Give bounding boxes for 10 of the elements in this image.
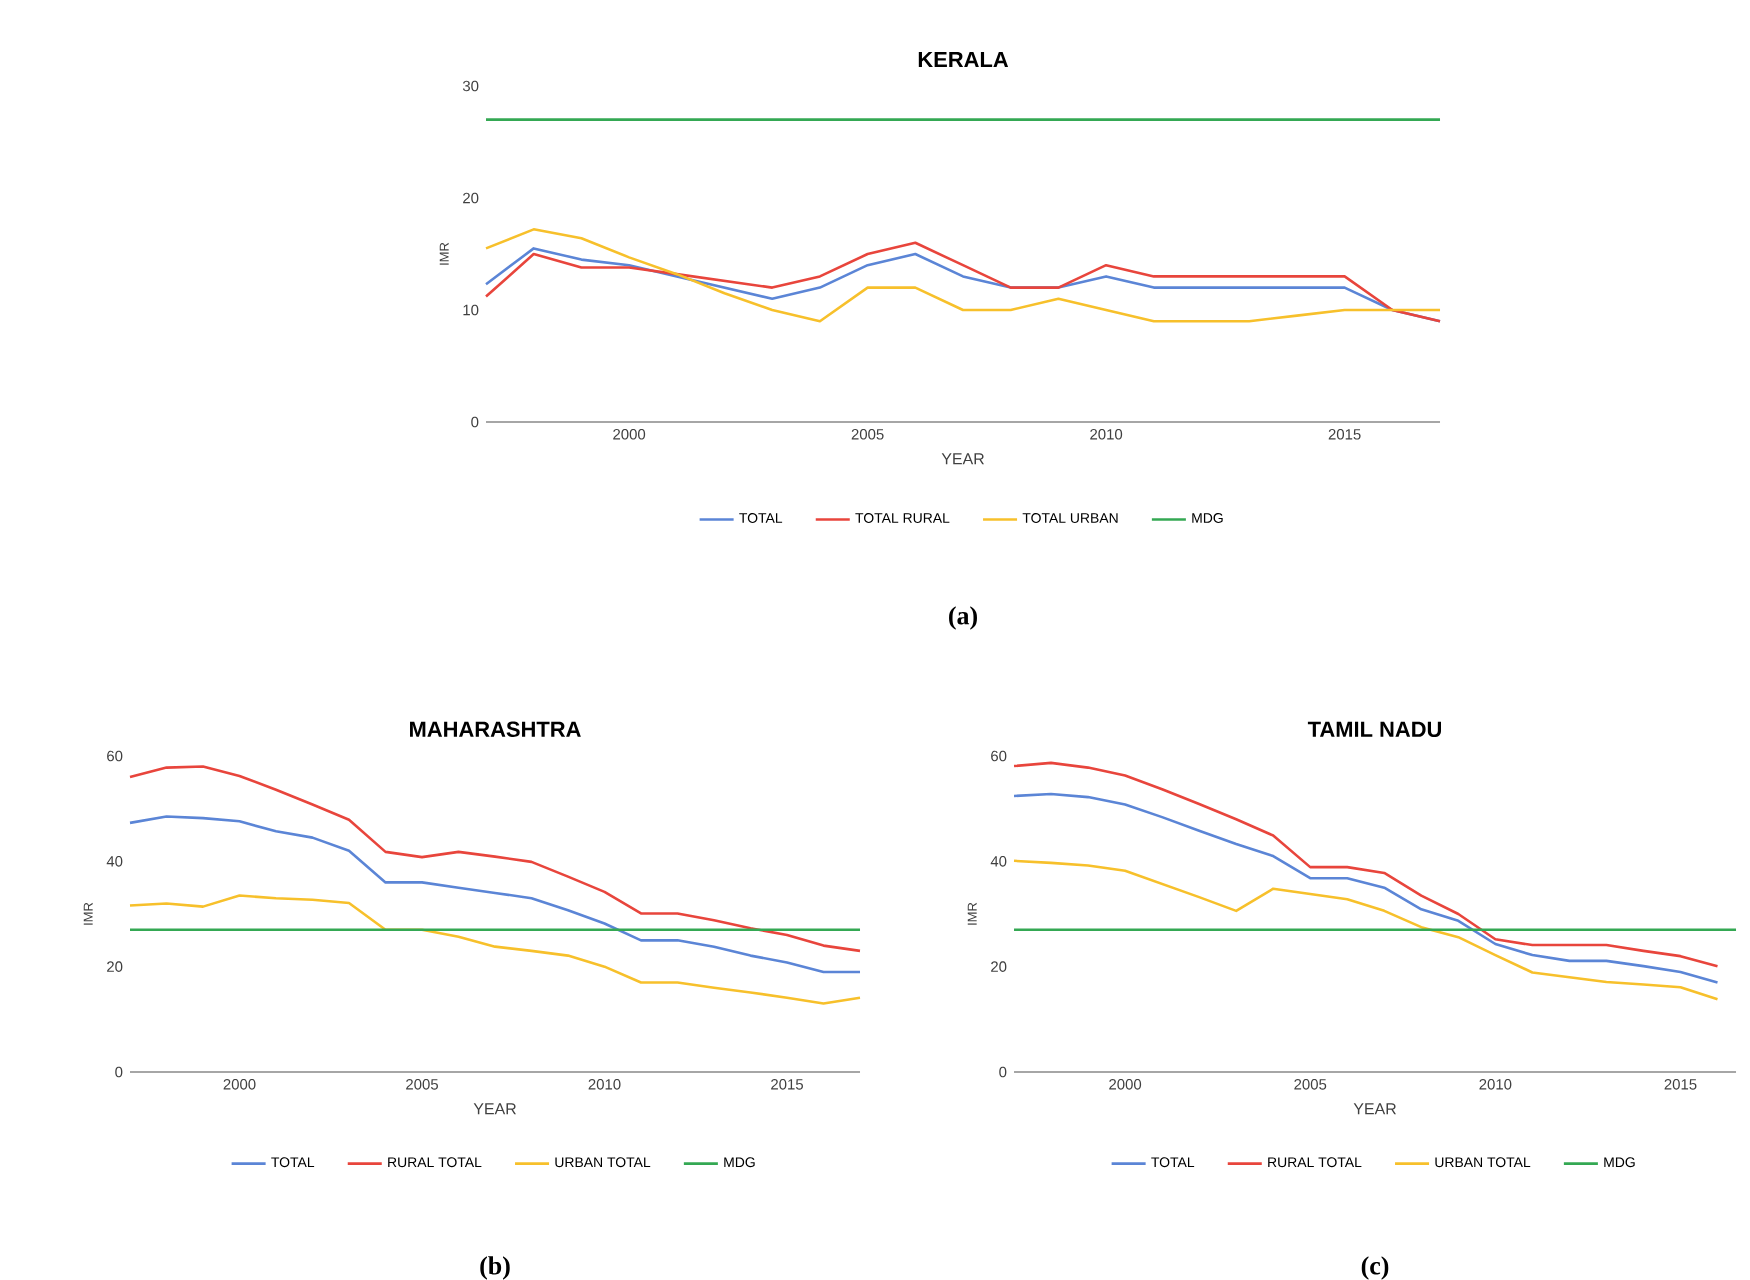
chart-title: TAMIL NADU: [1307, 721, 1441, 738]
line-series: [1012, 792, 1719, 984]
text: (b): [480, 1256, 510, 1280]
chart-title: KERALA: [918, 51, 1009, 67]
text: (a): [949, 606, 977, 630]
line-series: [128, 815, 862, 974]
line-series: [128, 765, 862, 953]
text: (c): [1361, 1256, 1389, 1280]
chart-title: MAHARASHTRA: [410, 721, 581, 738]
line-series: [128, 894, 862, 1005]
